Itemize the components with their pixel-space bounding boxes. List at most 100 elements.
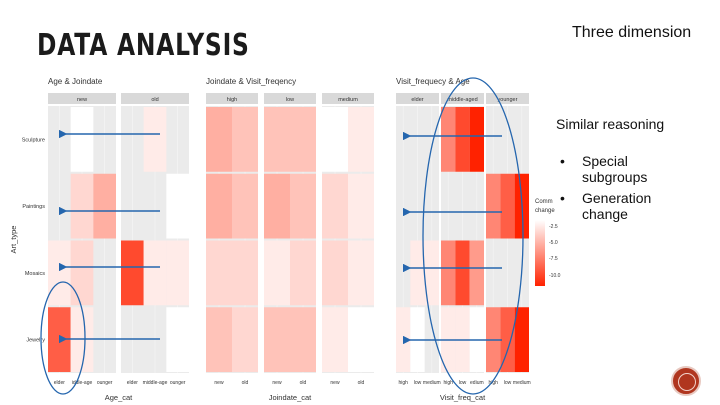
heatmap-cell [264, 240, 290, 306]
heatmap-cell [322, 307, 348, 372]
facet-group-title: Joindate & Visit_freqency [206, 77, 296, 86]
x-tick-label: medium [513, 380, 531, 386]
heatmap-cell [348, 307, 374, 372]
nav-ring-icon [678, 373, 696, 391]
heatmap-cell [455, 240, 470, 306]
facet-strip-label: high [227, 97, 237, 103]
x-axis-title: Joindate_cat [269, 393, 312, 402]
x-tick-label: edium [470, 380, 484, 386]
facet-strip [396, 93, 439, 104]
facet-strip [322, 93, 374, 104]
bullet-text-line-1: Generation [582, 190, 652, 206]
heatmap-cell [48, 240, 71, 306]
heatmap-cell [166, 307, 189, 372]
heatmap-cell [264, 307, 290, 372]
bullet-text-line-2: change [582, 206, 628, 222]
slide-title: DATA ANALYSIS [37, 28, 250, 63]
x-tick-label: new [214, 380, 224, 386]
highlight-ellipse-jewelry-elder [40, 281, 86, 395]
bullet-dot: • [560, 153, 565, 169]
heatmap-cell [486, 173, 501, 239]
heatmap-cell [500, 173, 515, 239]
x-tick-label: old [300, 380, 307, 386]
three-dimension-heading: Three dimension [572, 24, 692, 41]
y-tick-label: Mosaics [25, 271, 45, 277]
heatmap-cell [348, 240, 374, 306]
reasoning-heading: Similar reasoning [556, 116, 665, 132]
heatmap-cell [290, 240, 316, 306]
facet-strip [121, 93, 189, 104]
x-tick-label: new [330, 380, 340, 386]
x-axis-title: Age_cat [105, 393, 133, 402]
heatmap-cell [232, 173, 258, 239]
heatmap-cell [322, 173, 348, 239]
x-tick-label: iddle-age [72, 380, 93, 386]
bullet-dot: • [560, 190, 565, 206]
heatmap-cell [70, 107, 94, 172]
facet-strip [48, 93, 116, 104]
bullet-special-subgroups: • Special subgroups [560, 153, 700, 187]
heatmap-cell [410, 240, 425, 306]
legend-tick-label: -7.5 [549, 256, 558, 262]
heatmap-cell [206, 307, 232, 372]
heatmap-cell [166, 240, 189, 306]
facet-strip-label: medium [338, 97, 358, 103]
heatmap-cell [232, 107, 258, 172]
heatmap-cell [469, 107, 484, 172]
heatmap-cell [70, 173, 94, 239]
facet-strip-label: old [151, 97, 158, 103]
next-slide-button[interactable] [671, 366, 701, 396]
x-tick-label: old [242, 380, 249, 386]
facet-group-title: Age & Joindate [48, 77, 103, 86]
x-tick-label: high [443, 380, 453, 386]
heatmap-cell [455, 107, 470, 172]
heatmap-cell [441, 107, 456, 172]
x-tick-label: high [488, 380, 498, 386]
facet-strip [486, 93, 529, 104]
x-tick-label: elder [127, 380, 138, 386]
x-tick-label: elder [54, 380, 65, 386]
facet-strip-label: middle-aged [447, 97, 477, 103]
y-tick-label: Sculpture [22, 137, 45, 143]
heatmap-cell [70, 240, 94, 306]
legend-title: Comm [535, 199, 553, 205]
heatmap-cell [121, 240, 144, 306]
x-tick-label: new [272, 380, 282, 386]
facet-strip-label: new [77, 97, 87, 103]
facet-strip-label: elder [411, 97, 423, 103]
legend-tick-label: -10.0 [549, 273, 561, 279]
facet-group-title: Visit_frequecy & Age [396, 77, 470, 86]
facet-strip [441, 93, 484, 104]
legend-title: change [535, 208, 555, 214]
x-tick-label: ounger [97, 380, 113, 386]
heatmap-cell [322, 240, 348, 306]
facet-strip-label: younger [498, 97, 518, 103]
x-tick-label: ounger [170, 380, 186, 386]
bullet-generation-change: • Generation change [560, 190, 700, 224]
heatmap-cell [290, 107, 316, 172]
heatmap-cell [232, 240, 258, 306]
facet-strip [264, 93, 316, 104]
highlight-ellipse-visit-age [422, 77, 524, 395]
x-axis-title: Visit_freq_cat [440, 393, 486, 402]
heatmap-cell [396, 307, 411, 372]
heatmap-cell [500, 307, 515, 372]
y-tick-label: Paintings [22, 204, 45, 210]
heatmap-cell [206, 173, 232, 239]
heatmap-cell [348, 173, 374, 239]
heatmap-cell [232, 307, 258, 372]
heatmap-cell [143, 107, 167, 172]
x-tick-label: middle-age [143, 380, 168, 386]
facet-strip-label: low [286, 97, 294, 103]
heatmap-cell [264, 173, 290, 239]
heatmap-cell [264, 107, 290, 172]
heatmap-cell [348, 107, 374, 172]
y-tick-label: Jewelry [26, 338, 45, 344]
x-tick-label: low [504, 380, 512, 386]
heatmap-cell [441, 240, 456, 306]
heatmap-cell [166, 173, 189, 239]
heatmap-cell [322, 107, 348, 172]
x-tick-label: low [414, 380, 422, 386]
bullet-text-line-1: Special [582, 153, 628, 169]
